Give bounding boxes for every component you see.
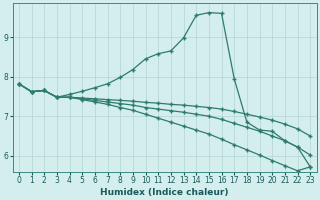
X-axis label: Humidex (Indice chaleur): Humidex (Indice chaleur) <box>100 188 229 197</box>
